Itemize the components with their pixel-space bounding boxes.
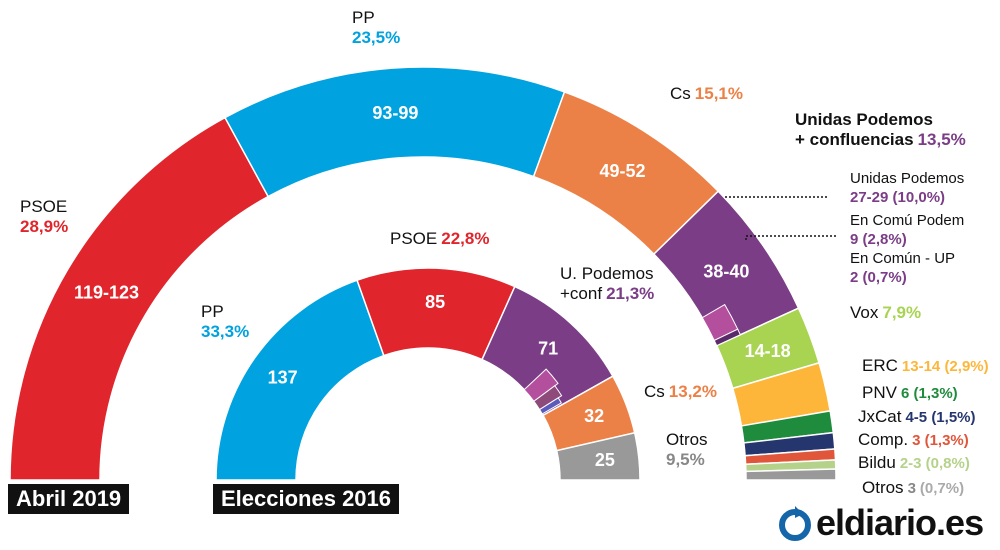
subsegment-2019-en-com-n-up — [713, 328, 742, 347]
label-otros-2016-pct: 9,5% — [666, 450, 705, 469]
label-up-2016: U. Podemos +conf 21,3% — [560, 264, 654, 304]
label-erc-val: 13-14 (2,9%) — [901, 358, 989, 375]
seat-label-2016-pp: 137 — [268, 367, 298, 387]
label-pp-2016-name: PP — [201, 302, 224, 321]
label-up-sub1: Unidas Podemos 27-29 (10,0%) — [850, 169, 964, 207]
label-vox-2019: Vox 7,9% — [850, 303, 921, 323]
segment-seat-labels: 119-123 93-99 49-52 38-40 14-18 137 85 71 32 25 — [74, 103, 791, 470]
label-psoe-2019-name: PSOE — [20, 197, 68, 216]
label-pnv-name: PNV — [862, 383, 897, 402]
label-up-2019: Unidas Podemos + confluencias 13,5% — [795, 110, 966, 150]
label-vox-pct: 7,9% — [882, 303, 922, 322]
label-cs-2019-pct: 15,1% — [694, 84, 743, 103]
year-label-2019: Abril 2019 — [8, 484, 130, 514]
label-cs-2016: Cs 13,2% — [644, 382, 717, 402]
up-confluencias-subsegments — [701, 303, 742, 347]
label-pp-2019-pct: 23,5% — [352, 28, 401, 47]
year-label-2016: Elecciones 2016 — [213, 484, 400, 514]
seat-label-2019-psoe: 119-123 — [74, 282, 139, 302]
seat-label-2016-u-podemos-conf: 71 — [538, 339, 558, 359]
label-otros-2019-seats: 3 — [907, 480, 916, 497]
label-bildu-val: 2-3 (0,8%) — [899, 455, 970, 472]
seat-label-2016-otros: 25 — [595, 450, 615, 470]
logo-wordmark: eldiario.es — [816, 502, 984, 543]
segment-2016-otros — [555, 431, 641, 481]
label-up-sub1-val: 27-29 (10,0%) — [850, 189, 946, 206]
label-psoe-2016-pct: 22,8% — [441, 229, 490, 248]
logo-mark-icon — [779, 506, 811, 541]
label-pp-2016-pct: 33,3% — [201, 322, 250, 341]
label-erc-name: ERC — [862, 356, 898, 375]
inner-hemicycle-2016 — [215, 267, 641, 481]
label-jxcat-2019: JxCat 4-5 (1,5%) — [858, 407, 976, 428]
label-up-2016-line2: +conf — [560, 284, 603, 303]
label-up-sub3-val: 2 (0,7%) — [850, 269, 907, 286]
segment-2016-pp — [215, 279, 385, 481]
seat-label-2019-cs: 49-52 — [599, 161, 645, 181]
label-up-sub3: En Común - UP 2 (0,7%) — [850, 249, 955, 287]
label-psoe-2019: PSOE 28,9% — [20, 197, 68, 237]
label-erc-2019: ERC 13-14 (2,9%) — [862, 356, 989, 377]
label-cs-2016-name: Cs — [644, 382, 665, 401]
label-up-2019-line1: Unidas Podemos — [795, 110, 933, 129]
label-up-sub3-name: En Común - UP — [850, 250, 956, 267]
label-cs-2019: Cs 15,1% — [670, 84, 743, 104]
outer-hemicycle-2019 — [9, 66, 837, 481]
label-otros-2019-name: Otros — [862, 478, 904, 497]
label-comp-2019: Comp. 3 (1,3%) — [858, 430, 969, 451]
label-up-2016-line1: U. Podemos — [560, 264, 654, 283]
seat-label-2016-psoe: 85 — [425, 292, 445, 312]
label-pnv-val: 6 (1,3%) — [900, 385, 958, 402]
label-vox-name: Vox — [850, 303, 879, 322]
seat-label-2019-pp: 93-99 — [372, 103, 418, 123]
label-psoe-2019-pct: 28,9% — [20, 217, 69, 236]
label-pp-2016: PP 33,3% — [201, 302, 249, 342]
label-psoe-2016-name: PSOE — [390, 229, 438, 248]
label-up-2019-line2: + confluencias — [795, 130, 914, 149]
segment-2019-pp — [223, 66, 566, 198]
label-up-sub2: En Comú Podem 9 (2,8%) — [850, 211, 964, 249]
label-otros-2019-pct: (0,7%) — [919, 480, 965, 497]
eldiario-logo: eldiario.es — [778, 502, 984, 543]
seat-label-2019-vox: 14-18 — [745, 341, 791, 361]
label-cs-2016-pct: 13,2% — [668, 382, 717, 401]
label-bildu-name: Bildu — [858, 453, 896, 472]
label-otros-2016-name: Otros — [666, 430, 708, 449]
up-conf-2016-subsegments — [523, 368, 563, 415]
label-up-sub2-val: 9 (2,8%) — [850, 231, 907, 248]
label-bildu-2019: Bildu 2-3 (0,8%) — [858, 453, 970, 474]
label-up-2016-pct: 21,3% — [606, 284, 655, 303]
segment-2019-otros — [745, 468, 837, 481]
label-comp-name: Comp. — [858, 430, 909, 449]
seat-label-2016-cs: 32 — [584, 406, 604, 426]
seat-label-2019-unidas-podemos-confluencias: 38-40 — [703, 262, 749, 282]
label-jxcat-val: 4-5 (1,5%) — [905, 409, 976, 426]
label-cs-2019-name: Cs — [670, 84, 691, 103]
label-jxcat-name: JxCat — [858, 407, 902, 426]
label-otros-2016: Otros 9,5% — [666, 430, 708, 470]
label-comp-val: 3 (1,3%) — [912, 432, 969, 449]
leader-line-2 — [745, 235, 838, 240]
label-otros-2019: Otros 3 (0,7%) — [862, 478, 964, 499]
label-psoe-2016: PSOE 22,8% — [390, 229, 489, 249]
label-pnv-2019: PNV 6 (1,3%) — [862, 383, 958, 404]
label-pp-2019: PP 23,5% — [352, 8, 400, 48]
label-pp-2019-name: PP — [352, 8, 375, 27]
label-up-2019-pct: 13,5% — [917, 130, 966, 149]
leader-lines — [725, 196, 838, 240]
label-up-sub2-name: En Comú Podem — [850, 212, 965, 229]
subsegment-2016-up-3 — [538, 397, 562, 415]
label-up-sub1-name: Unidas Podemos — [850, 170, 965, 187]
